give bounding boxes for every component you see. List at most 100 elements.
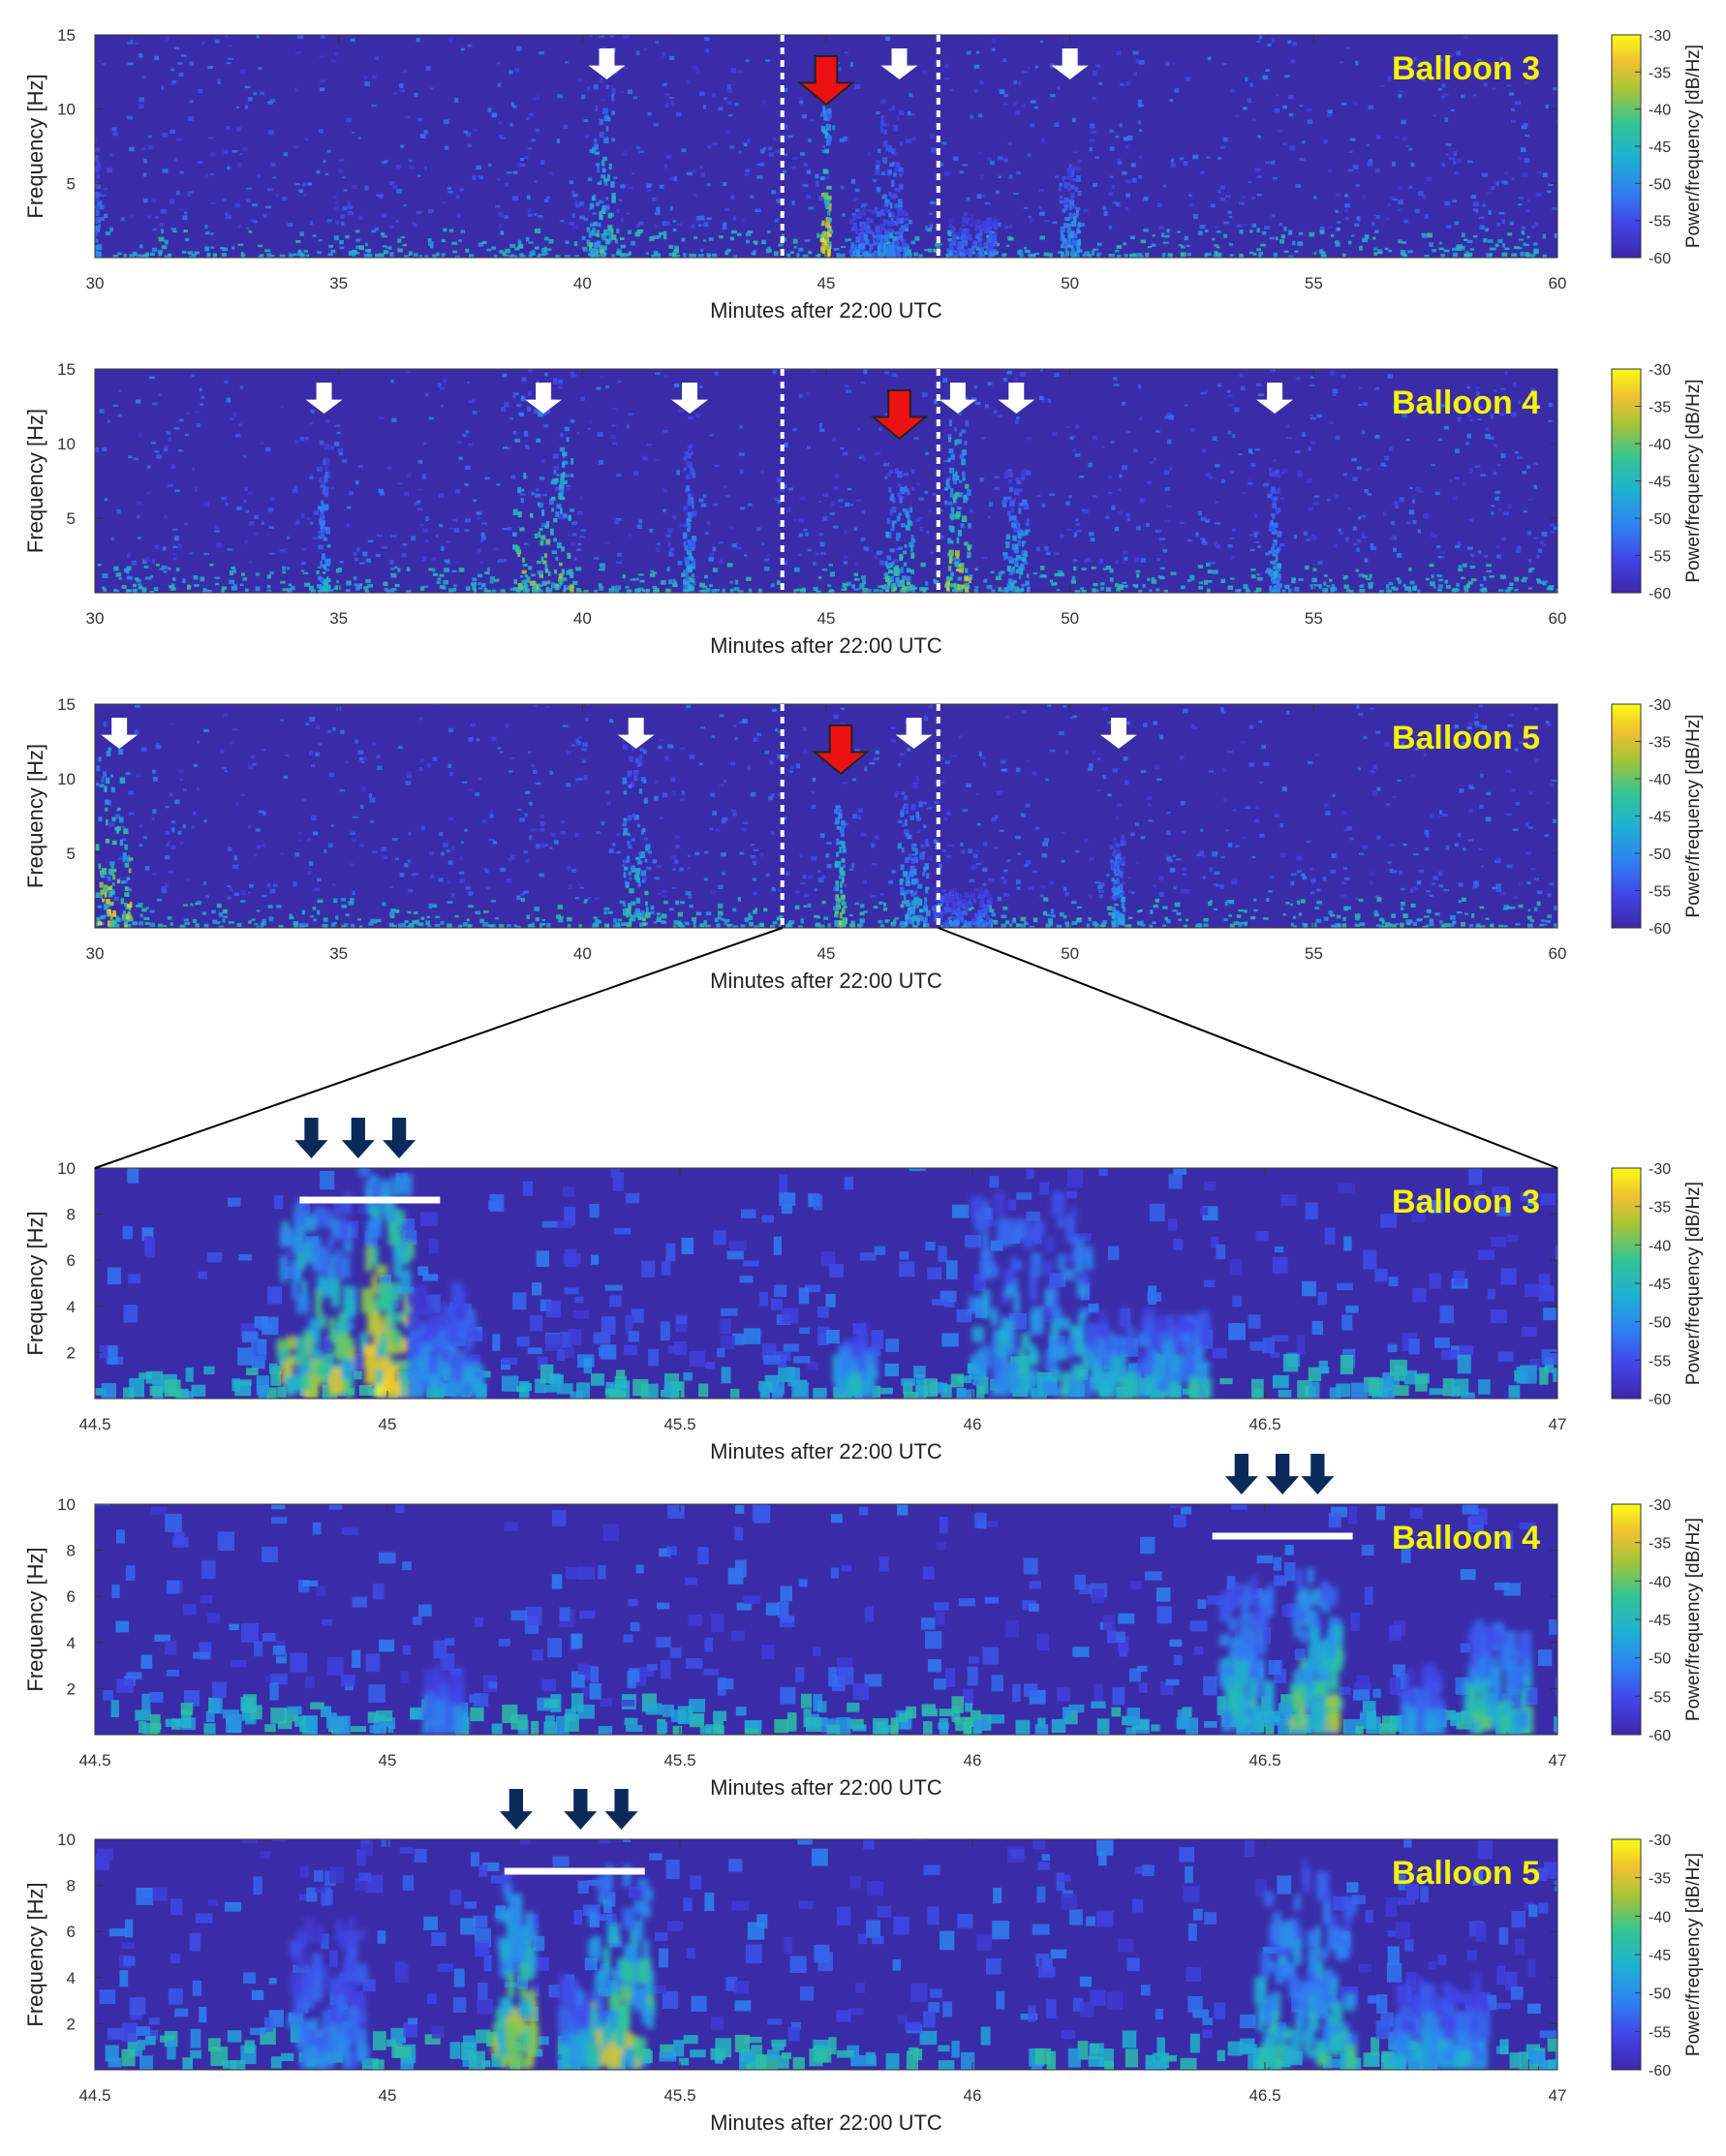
colorbar-tick-label: -30 — [1649, 28, 1671, 45]
spectrogram-image — [95, 35, 1557, 258]
x-tick-label: 46.5 — [1248, 1415, 1280, 1433]
colorbar-tick-label: -60 — [1649, 2063, 1671, 2079]
colorbar-tick-label: -30 — [1649, 697, 1671, 714]
white-arrow-marker — [525, 383, 563, 414]
colorbar-tick-label: -30 — [1649, 1161, 1671, 1178]
x-tick-label: 47 — [1549, 1415, 1567, 1433]
red-arrow-marker — [870, 389, 929, 441]
event-burst — [491, 1870, 539, 2070]
x-tick-label: 55 — [1305, 274, 1323, 293]
event-burst — [95, 747, 134, 928]
y-tick-label: 2 — [67, 1679, 76, 1698]
y-axis-label: Frequency [Hz] — [23, 409, 47, 553]
y-tick-label: 4 — [67, 1969, 76, 1987]
x-tick-label: 35 — [329, 944, 348, 963]
zoom-connector-lines — [94, 927, 1558, 1169]
x-tick-label: 30 — [86, 274, 105, 293]
x-tick-label: 35 — [329, 609, 348, 628]
colorbar-tick-label: -40 — [1649, 772, 1671, 788]
x-tick-label: 46 — [964, 1415, 982, 1433]
x-tick-label: 50 — [1061, 609, 1079, 628]
event-burst — [682, 444, 697, 592]
y-tick-label: 15 — [57, 695, 76, 714]
x-tick-label: 40 — [573, 609, 592, 628]
event-burst — [622, 744, 651, 928]
x-tick-label: 60 — [1549, 609, 1567, 628]
colorbar-tick-label: -45 — [1649, 1277, 1671, 1293]
y-tick-label: 4 — [67, 1634, 76, 1652]
balloon-label: Balloon 3 — [1392, 1184, 1540, 1220]
white-arrow-marker — [305, 383, 343, 414]
x-axis-label: Minutes after 22:00 UTC — [710, 2110, 942, 2135]
x-tick-label: 46.5 — [1248, 2086, 1280, 2105]
colorbar-tick-label: -35 — [1649, 735, 1671, 752]
colorbar-label: Power/frequency [dB/Hz] — [1683, 1853, 1704, 2056]
y-tick-label: 10 — [57, 435, 76, 453]
colorbar-tick-label: -50 — [1649, 176, 1671, 193]
y-tick-label: 15 — [57, 26, 76, 45]
event-burst — [1217, 1576, 1276, 1735]
x-tick-label: 60 — [1549, 944, 1567, 963]
plot-background — [95, 369, 1557, 593]
x-axis-label: Minutes after 22:00 UTC — [710, 1439, 942, 1463]
event-burst — [1110, 834, 1126, 928]
y-tick-label: 2 — [67, 2015, 76, 2033]
x-tick-label: 45 — [379, 1415, 397, 1433]
event-burst — [407, 1282, 485, 1399]
event-burst — [587, 77, 617, 258]
x-tick-label: 44.5 — [78, 2086, 110, 2105]
colorbar-tick-label: -55 — [1649, 1353, 1671, 1370]
y-tick-label: 10 — [57, 1495, 76, 1514]
navy-arrow-marker — [499, 1789, 533, 1830]
colorbar-tick-label: -60 — [1649, 921, 1671, 938]
spectrogram-panel: 30 35 40 45 50 55 60 5 10 15 Minutes after 22:00 U… — [23, 695, 1704, 993]
colorbar-tick-label: -55 — [1649, 1689, 1671, 1706]
balloon-label: Balloon 4 — [1392, 385, 1540, 421]
y-axis-label: Frequency [Hz] — [23, 1211, 47, 1355]
event-burst — [1253, 1858, 1358, 2070]
event-burst — [819, 106, 833, 258]
event-burst — [317, 444, 331, 593]
colorbar-tick-label: -35 — [1649, 1871, 1671, 1888]
white-arrow-marker — [588, 48, 626, 79]
event-burst — [946, 214, 999, 258]
panels: 30 35 40 45 50 55 60 5 10 15 Minutes after 22:00 U… — [23, 26, 1704, 2135]
y-tick-label: 10 — [57, 101, 76, 119]
colorbar-tick-label: -45 — [1649, 139, 1671, 156]
colorbar-tick-label: -40 — [1649, 103, 1671, 119]
white-arrow-marker — [617, 718, 655, 749]
white-arrow-marker — [1256, 383, 1294, 414]
event-burst — [1463, 1619, 1534, 1735]
x-tick-label: 60 — [1549, 274, 1567, 293]
y-tick-label: 6 — [67, 1923, 76, 1941]
colorbar-tick-label: -45 — [1649, 1613, 1671, 1629]
x-tick-label: 40 — [573, 944, 592, 963]
colorbar-tick-label: -40 — [1649, 437, 1671, 453]
navy-arrow-marker — [383, 1118, 416, 1158]
x-tick-label: 45.5 — [663, 2086, 695, 2105]
colorbar-tick-label: -30 — [1649, 362, 1671, 379]
y-tick-label: 15 — [57, 360, 76, 379]
white-arrow-marker — [939, 383, 976, 414]
colorbar-tick-label: -50 — [1649, 1315, 1671, 1332]
navy-arrow-marker — [294, 1118, 328, 1158]
spectrogram-image — [95, 1839, 1557, 2070]
plot-frame — [94, 1167, 1558, 1400]
navy-arrow-marker — [1266, 1454, 1300, 1494]
x-tick-label: 46 — [964, 1751, 982, 1770]
colorbar-tick-label: -35 — [1649, 1200, 1671, 1217]
y-tick-label: 5 — [67, 174, 76, 193]
x-tick-label: 55 — [1305, 944, 1323, 963]
spectrogram-image — [95, 1504, 1557, 1735]
colorbar-tick-label: -55 — [1649, 214, 1671, 231]
event-burst — [833, 805, 848, 928]
white-arrow-marker — [998, 383, 1035, 414]
colorbar-label: Power/frequency [dB/Hz] — [1683, 379, 1704, 582]
event-burst — [1391, 1973, 1491, 2070]
balloon-label: Balloon 5 — [1392, 720, 1540, 756]
x-tick-label: 45 — [817, 609, 836, 628]
red-arrow-marker — [812, 724, 870, 776]
noise-speckle — [95, 1504, 1557, 1735]
